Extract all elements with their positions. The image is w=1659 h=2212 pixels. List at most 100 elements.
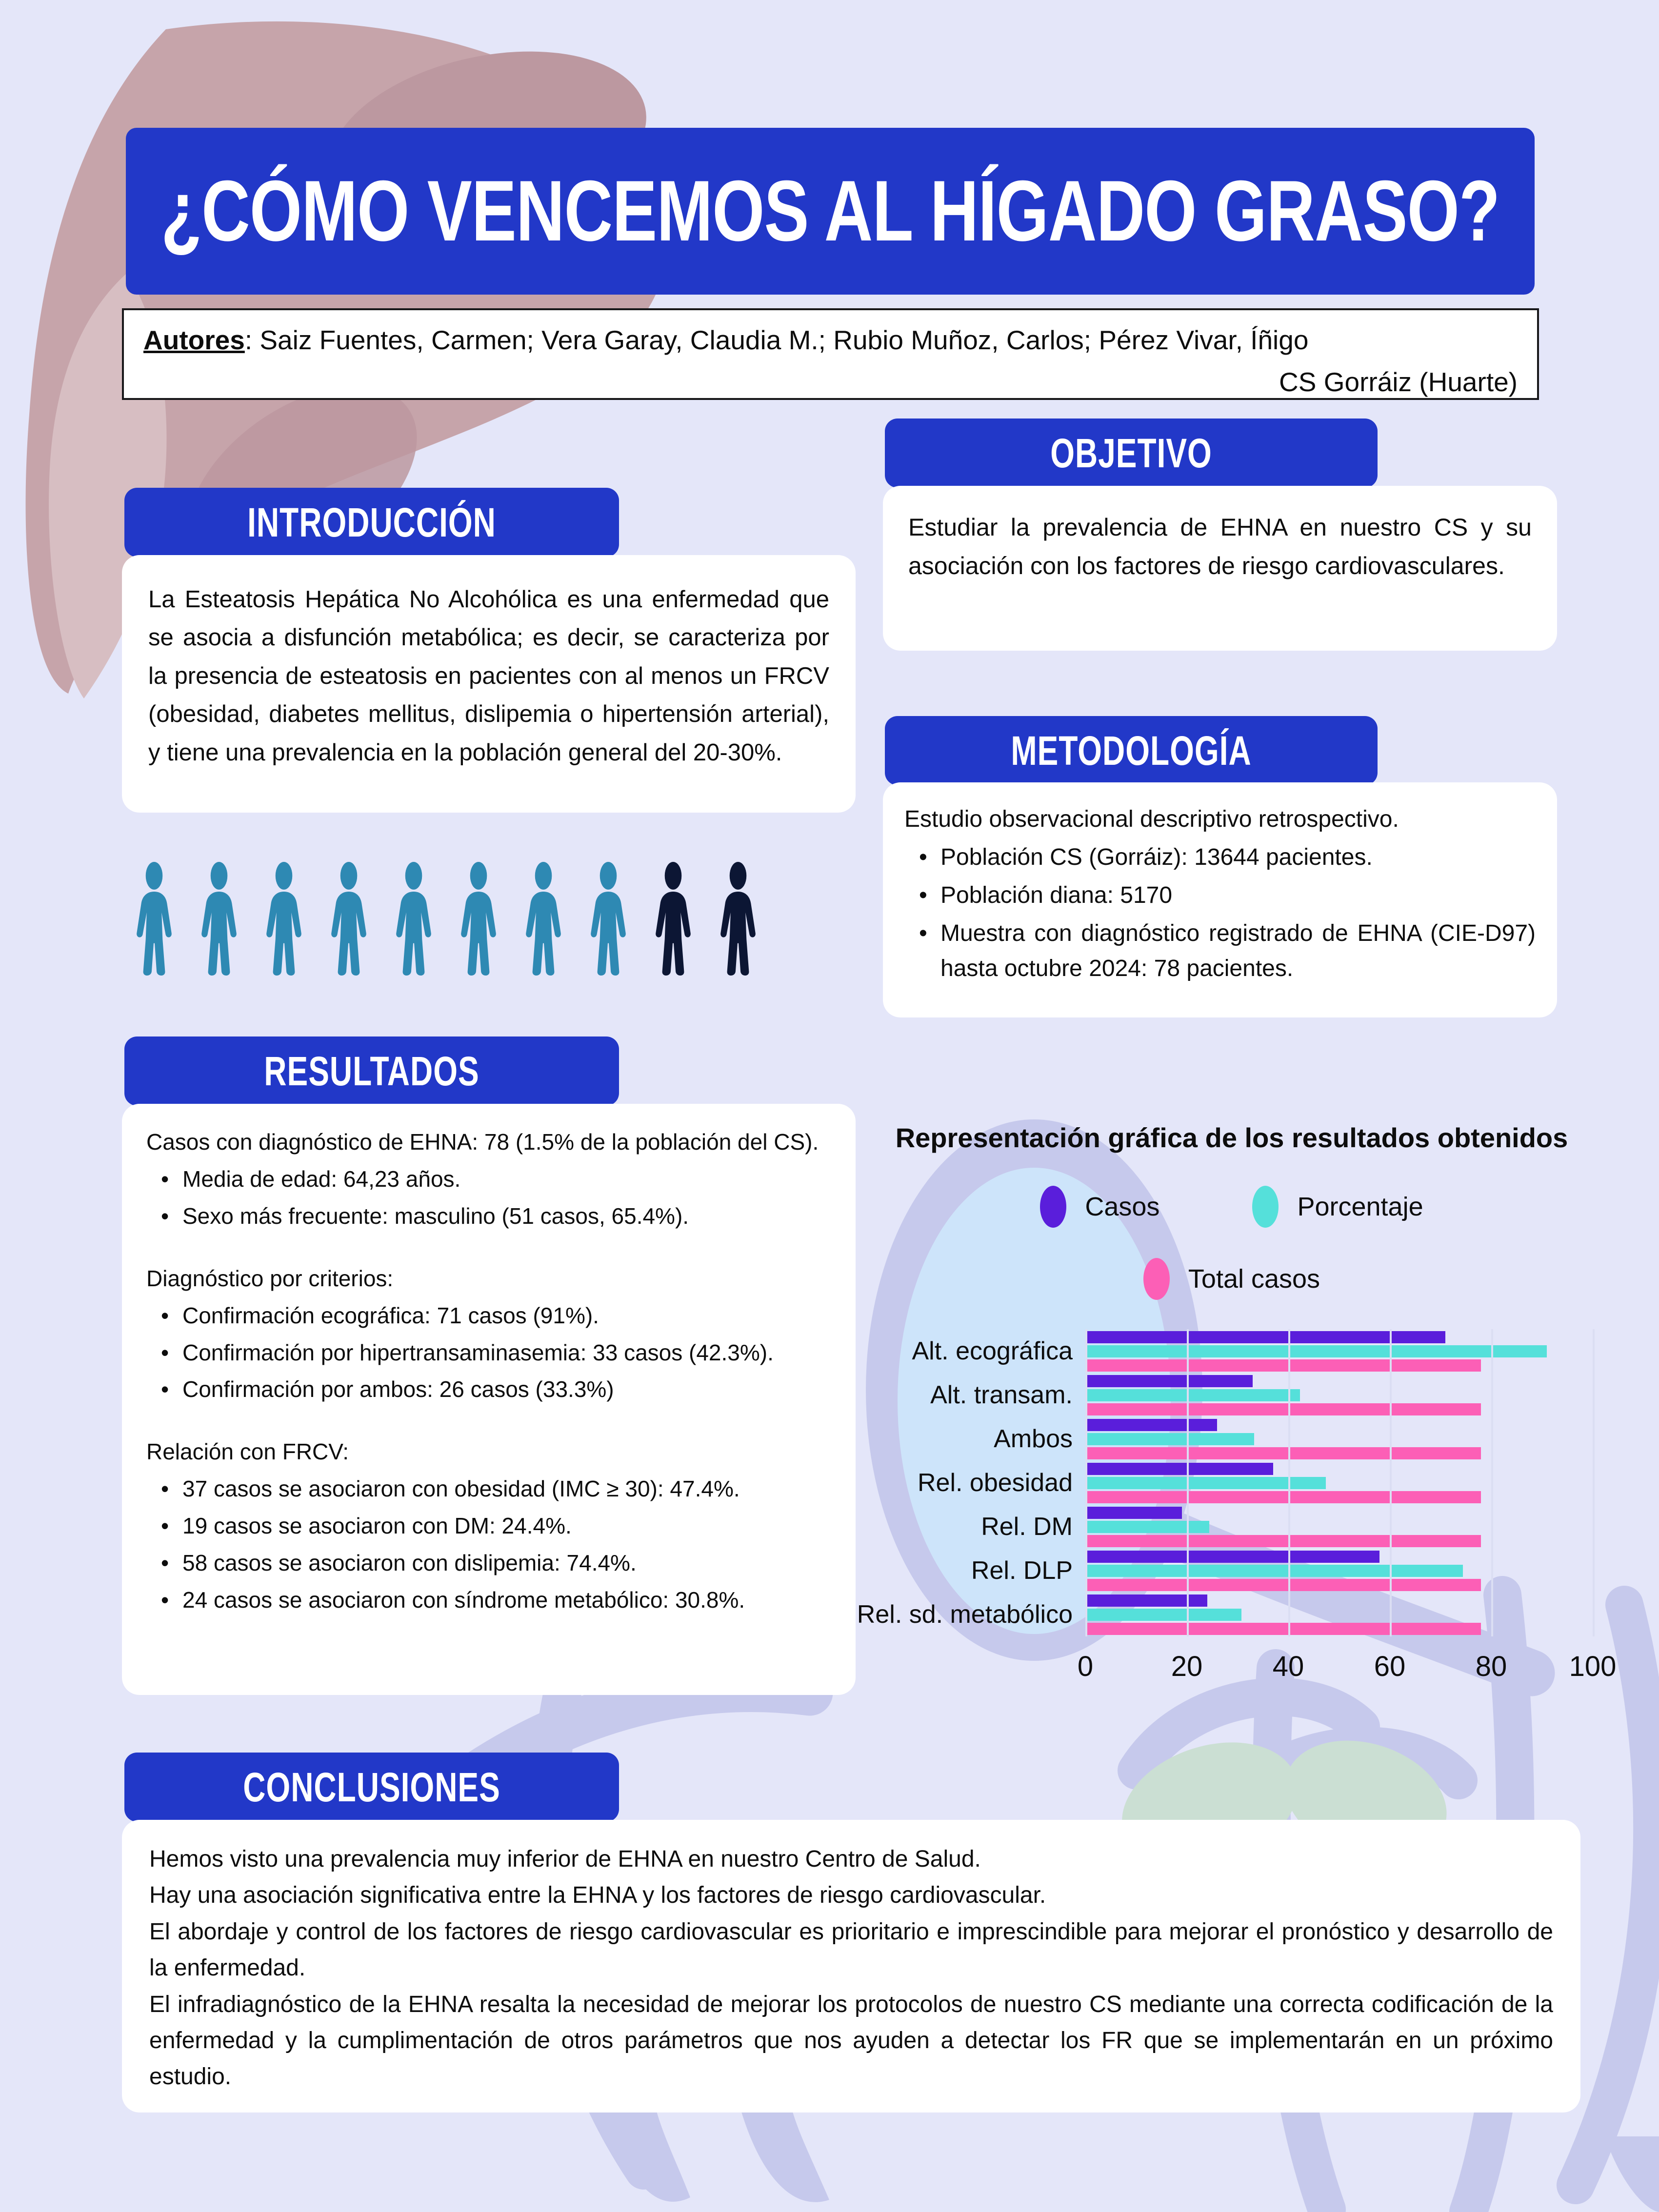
chart-bar-porcentaje <box>1085 1389 1300 1401</box>
resultados-paragraph: Casos con diagnóstico de EHNA: 78 (1.5% … <box>146 1129 819 1155</box>
resultados-list-2: Confirmación ecográfica: 71 casos (91%).… <box>146 1299 831 1407</box>
section-header-metodologia: METODOLOGÍA <box>885 716 1378 785</box>
person-icon <box>461 861 496 976</box>
list-item: 37 casos se asociaron con obesidad (IMC … <box>146 1472 831 1506</box>
person-icon <box>331 861 366 976</box>
chart-bar-total-casos <box>1085 1359 1481 1372</box>
chart-bar-casos <box>1085 1594 1207 1607</box>
axis-tick-label: 60 <box>1374 1651 1406 1682</box>
introduccion-body: La Esteatosis Hepática No Alcohólica es … <box>148 586 829 766</box>
conclusiones-line: El abordaje y control de los factores de… <box>149 1918 1553 1981</box>
chart-row <box>1085 1593 1593 1636</box>
poster-title-bar: ¿CÓMO VENCEMOS AL HÍGADO GRASO? <box>126 128 1535 295</box>
chart-plot: Alt. ecográfica Alt. transam. Ambos Rel. ob… <box>846 1329 1617 1682</box>
chart-category-label: Ambos <box>994 1425 1073 1453</box>
chart-row <box>1085 1549 1593 1593</box>
chart-category-label: Rel. DM <box>981 1513 1073 1541</box>
gridline <box>1491 1329 1493 1636</box>
legend-dot <box>1252 1186 1279 1228</box>
introduccion-card: La Esteatosis Hepática No Alcohólica es … <box>122 555 856 813</box>
chart-bar-porcentaje <box>1085 1345 1547 1357</box>
authors-names: : Saiz Fuentes, Carmen; Vera Garay, Clau… <box>244 325 1309 355</box>
chart-plot-area: 0 20 40 60 80 100 <box>1078 1329 1616 1682</box>
chart-category-label: Alt. transam. <box>930 1381 1073 1409</box>
gridline <box>1085 1329 1087 1636</box>
legend-dot <box>1040 1186 1067 1228</box>
bottom-lavender-shapes <box>607 2110 1659 2212</box>
chart-category-labels: Alt. ecográfica Alt. transam. Ambos Rel. ob… <box>846 1329 1085 1636</box>
legend-dot <box>1143 1258 1170 1300</box>
conclusiones-line: Hemos visto una prevalencia muy inferior… <box>149 1846 981 1872</box>
person-icon <box>656 861 691 976</box>
person-icon <box>201 861 237 976</box>
chart-category-label: Rel. obesidad <box>918 1469 1073 1497</box>
chart-bar-total-casos <box>1085 1403 1481 1415</box>
person-icon <box>526 861 561 976</box>
chart-legend-row-1: Casos Porcentaje <box>846 1186 1617 1228</box>
chart-row <box>1085 1461 1593 1505</box>
list-item: 58 casos se asociaron con dislipemia: 74… <box>146 1546 831 1580</box>
chart-legend-row-2: Total casos <box>846 1258 1617 1300</box>
results-chart: Representación gráfica de los resultados… <box>846 1122 1617 1682</box>
poster-title: ¿CÓMO VENCEMOS AL HÍGADO GRASO? <box>160 162 1500 259</box>
section-header-introduccion-label: INTRODUCCIÓN <box>247 499 496 546</box>
list-item: Muestra con diagnóstico registrado de EH… <box>904 916 1536 986</box>
resultados-paragraph: Relación con FRCV: <box>146 1439 349 1465</box>
section-header-conclusiones: CONCLUSIONES <box>124 1753 619 1822</box>
person-icon <box>591 861 626 976</box>
objetivo-body: Estudiar la prevalencia de EHNA en nuest… <box>908 514 1532 579</box>
axis-tick-label: 100 <box>1569 1651 1617 1682</box>
legend-label: Porcentaje <box>1297 1192 1423 1221</box>
chart-bar-casos <box>1085 1418 1218 1431</box>
list-item: 19 casos se asociaron con DM: 24.4%. <box>146 1509 831 1543</box>
chart-bar-total-casos <box>1085 1578 1481 1591</box>
legend-item: Porcentaje <box>1252 1186 1423 1228</box>
list-item: 24 casos se asociaron con síndrome metab… <box>146 1583 831 1617</box>
resultados-card: Casos con diagnóstico de EHNA: 78 (1.5% … <box>122 1104 856 1695</box>
metodologia-list: Población CS (Gorráiz): 13644 pacientes.… <box>904 840 1536 986</box>
chart-x-axis: 0 20 40 60 80 100 <box>1078 1636 1617 1682</box>
list-item: Población CS (Gorráiz): 13644 pacientes. <box>904 840 1536 875</box>
metodologia-card: Estudio observacional descriptivo retros… <box>883 782 1557 1017</box>
legend-item: Total casos <box>1143 1258 1320 1300</box>
conclusiones-card: Hemos visto una prevalencia muy inferior… <box>122 1820 1580 2112</box>
section-header-metodologia-label: METODOLOGÍA <box>1011 727 1252 774</box>
resultados-paragraph: Diagnóstico por criterios: <box>146 1265 394 1291</box>
authors-box: Autores: Saiz Fuentes, Carmen; Vera Gara… <box>122 308 1539 400</box>
population-pictogram <box>124 859 817 990</box>
affiliation: CS Gorráiz (Huarte) <box>1279 366 1518 397</box>
list-item: Sexo más frecuente: masculino (51 casos,… <box>146 1199 831 1234</box>
authors-label: Autores <box>143 325 245 355</box>
section-header-resultados-label: RESULTADOS <box>264 1048 480 1095</box>
axis-tick-label: 40 <box>1272 1651 1304 1682</box>
section-header-conclusiones-label: CONCLUSIONES <box>243 1764 500 1811</box>
chart-row <box>1085 1373 1593 1417</box>
chart-bar-total-casos <box>1085 1622 1481 1635</box>
person-icon <box>137 861 172 976</box>
chart-bar-porcentaje <box>1085 1520 1209 1533</box>
axis-tick-label: 80 <box>1475 1651 1507 1682</box>
chart-bar-casos <box>1085 1375 1253 1387</box>
chart-category-label: Rel. DLP <box>971 1556 1073 1585</box>
list-item: Confirmación por ambos: 26 casos (33.3%) <box>146 1373 831 1407</box>
list-item: Confirmación por hipertransaminasemia: 3… <box>146 1336 831 1370</box>
axis-tick-label: 0 <box>1077 1651 1094 1682</box>
section-header-resultados: RESULTADOS <box>124 1036 619 1106</box>
metodologia-intro: Estudio observacional descriptivo retros… <box>904 806 1399 832</box>
person-icon <box>720 861 756 976</box>
resultados-list-3: 37 casos se asociaron con obesidad (IMC … <box>146 1472 831 1617</box>
chart-bar-total-casos <box>1085 1491 1481 1503</box>
gridline <box>1390 1329 1392 1636</box>
objetivo-card: Estudiar la prevalencia de EHNA en nuest… <box>883 486 1557 651</box>
chart-category-label: Rel. sd. metabólico <box>857 1600 1073 1629</box>
chart-title: Representación gráfica de los resultados… <box>895 1122 1568 1153</box>
chart-category-label: Alt. ecográfica <box>912 1337 1073 1365</box>
gridline <box>1593 1329 1595 1636</box>
person-icon <box>396 861 431 976</box>
list-item: Media de edad: 64,23 años. <box>146 1162 831 1196</box>
chart-bar-casos <box>1085 1506 1182 1519</box>
conclusiones-line: El infradiagnóstico de la EHNA resalta l… <box>149 1991 1553 2090</box>
person-icon <box>266 861 301 976</box>
section-header-objetivo-label: OBJETIVO <box>1050 430 1212 477</box>
